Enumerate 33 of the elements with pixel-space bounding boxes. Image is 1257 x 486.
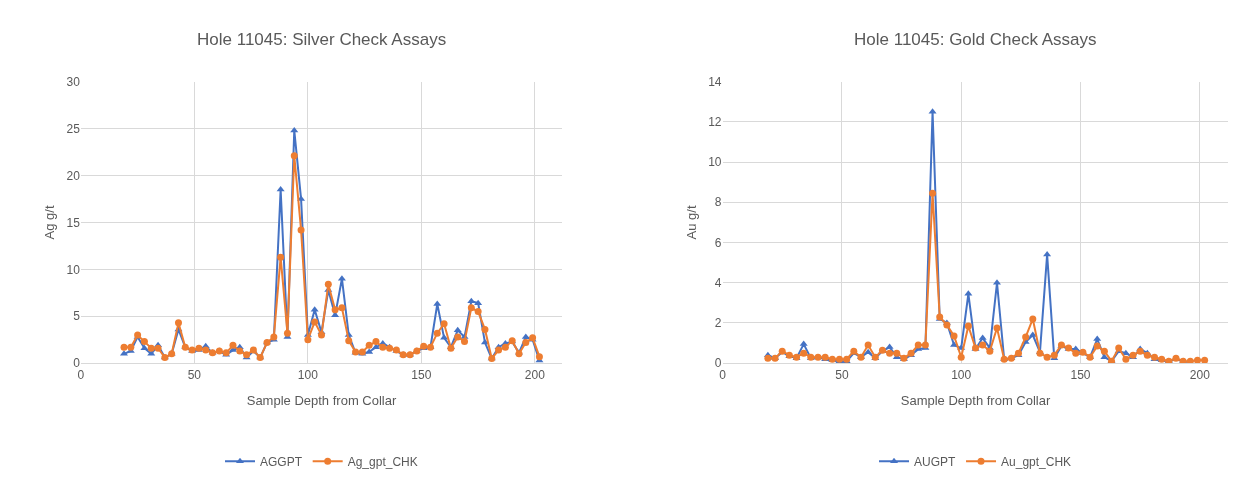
- y-axis-title: Ag g/t: [42, 205, 58, 240]
- y-tick-label: 10: [66, 262, 81, 277]
- legend-label: AGGPT: [260, 454, 303, 469]
- x-tick-label: 150: [1070, 367, 1091, 382]
- y-tick-label: 4: [714, 275, 722, 290]
- x-tick-label: 50: [187, 367, 202, 382]
- y-axis-title: Au g/t: [684, 205, 700, 240]
- y-tick-label: 30: [66, 74, 81, 89]
- x-axis-title: Sample Depth from Collar: [900, 393, 1051, 409]
- y-tick-label: 20: [66, 168, 81, 183]
- x-axis-title: Sample Depth from Collar: [246, 393, 397, 409]
- y-tick-label: 0: [714, 356, 722, 371]
- y-tick-label: 15: [66, 215, 81, 230]
- x-tick-label: 100: [951, 367, 972, 382]
- y-tick-label: 10: [708, 155, 722, 170]
- legend-label: AUGPT: [914, 454, 957, 469]
- legend-label: Au_gpt_CHK: [1001, 454, 1072, 469]
- y-tick-label: 8: [714, 195, 722, 210]
- y-tick-label: 25: [66, 121, 81, 136]
- y-tick-label: 6: [714, 235, 722, 250]
- y-tick-label: 0: [73, 356, 81, 371]
- y-tick-label: 14: [708, 74, 722, 89]
- x-tick-label: 50: [835, 367, 849, 382]
- y-tick-label: 5: [73, 309, 81, 324]
- x-tick-label: 200: [524, 367, 546, 382]
- x-tick-label: 100: [297, 367, 319, 382]
- x-tick-label: 200: [1189, 367, 1211, 382]
- y-tick-label: 2: [714, 316, 722, 331]
- chart-title: Hole 11045: Gold Check Assays: [854, 30, 1097, 49]
- legend-label: Ag_gpt_CHK: [347, 454, 418, 469]
- x-tick-label: 150: [411, 367, 432, 382]
- y-tick-label: 12: [708, 115, 722, 130]
- chart-title: Hole 11045: Silver Check Assays: [197, 30, 447, 49]
